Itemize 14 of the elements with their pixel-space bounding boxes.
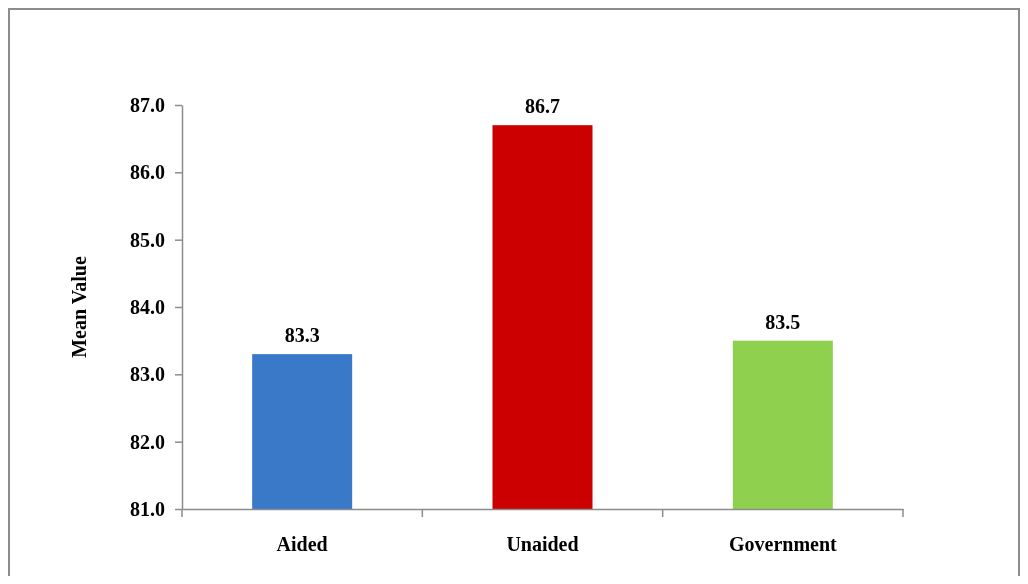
y-tick-label: 82.0	[130, 430, 165, 453]
data-label: 83.3	[284, 324, 320, 347]
x-tick-label: Aided	[276, 533, 328, 556]
y-tick-label: 81.0	[130, 497, 165, 520]
y-tick-label: 83.0	[130, 363, 165, 386]
data-label: 83.5	[765, 310, 801, 333]
y-tick-label: 84.0	[130, 295, 165, 318]
x-tick-label: Government	[728, 533, 838, 556]
y-axis-title: Mean Value	[68, 256, 90, 358]
y-tick-label: 85.0	[130, 228, 165, 251]
y-tick-label: 86.0	[130, 161, 165, 184]
x-tick-label: Unaided	[506, 533, 579, 556]
data-label: 86.7	[525, 95, 560, 118]
y-tick-label: 87.0	[130, 93, 165, 116]
